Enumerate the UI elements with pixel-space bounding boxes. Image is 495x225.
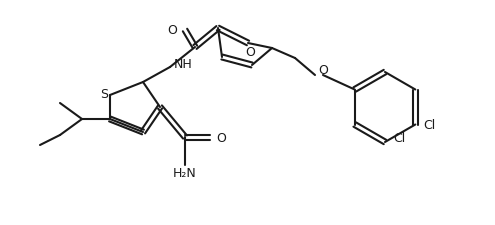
Text: Cl: Cl <box>393 132 405 145</box>
Text: Cl: Cl <box>423 119 436 131</box>
Text: O: O <box>318 64 328 77</box>
Text: O: O <box>167 24 177 37</box>
Text: NH: NH <box>174 57 193 70</box>
Text: O: O <box>216 131 226 144</box>
Text: O: O <box>245 45 255 58</box>
Text: S: S <box>100 87 108 100</box>
Text: H₂N: H₂N <box>173 167 197 180</box>
